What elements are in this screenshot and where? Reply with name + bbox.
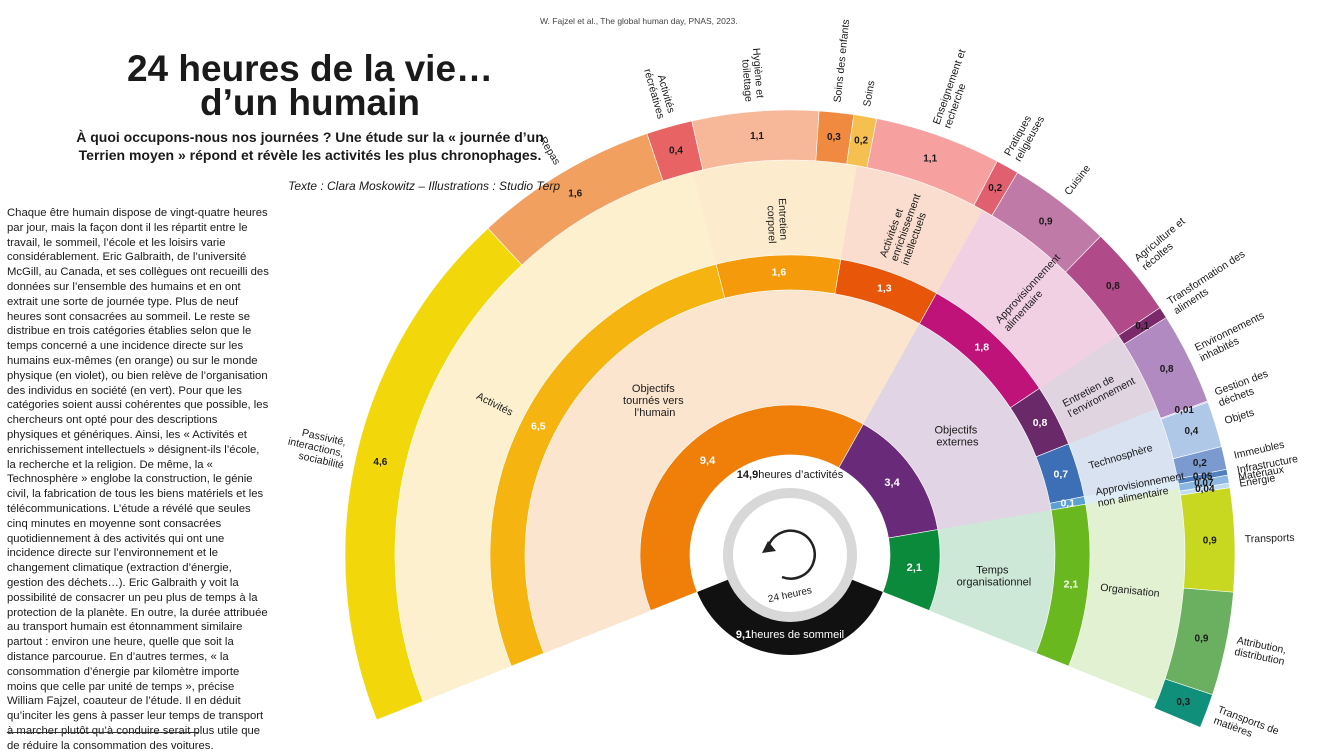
sleep-value: 9,1 xyxy=(736,629,751,641)
awake-label: 14,9heures d’activités xyxy=(737,469,844,481)
category-label: Attribution, distribution xyxy=(1233,634,1290,668)
segment xyxy=(639,404,864,611)
category-label: Transports xyxy=(1245,532,1295,546)
category-label: Soins xyxy=(861,80,877,108)
value-label: 0,3 xyxy=(827,132,841,143)
subtitle-line: À quoi occupons-nous nos journées ? Une … xyxy=(76,129,544,145)
category-label: Cuisine xyxy=(1062,162,1093,197)
rings xyxy=(344,109,1236,728)
category-label: Transports de matières xyxy=(1212,703,1283,749)
clock-arrow xyxy=(766,529,816,580)
title-line: 24 heures de la vie… xyxy=(126,48,494,89)
category-label: Gestion des déchets xyxy=(1213,366,1276,408)
value-label: 0,1 xyxy=(1135,321,1149,332)
value-label: 1,6 xyxy=(568,189,582,200)
category-label: Hygiène et toilettage xyxy=(739,48,767,103)
segment xyxy=(1035,503,1091,667)
value-label: 0,2 xyxy=(1193,458,1207,469)
segment-fade xyxy=(525,289,920,654)
subtitle-line: Terrien moyen » répond et révèle les act… xyxy=(78,147,542,163)
value-label: 0,04 xyxy=(1195,484,1215,495)
source: W. Fajzel et al., The global human day, … xyxy=(540,16,738,26)
value-label: 1,1 xyxy=(750,131,764,142)
value-label: 1,6 xyxy=(772,266,787,278)
category-label: Soins des enfants xyxy=(831,19,852,103)
sleep-text: heures de sommeil xyxy=(751,629,844,641)
awake-text: heures d’activités xyxy=(758,469,843,481)
category-label: Passivité, interactions, sociabilité xyxy=(284,424,350,471)
value-label: 0,4 xyxy=(1184,426,1198,437)
value-label: 0,3 xyxy=(1176,697,1190,708)
article: Chaque être humain dispose de vingt-quat… xyxy=(7,207,269,752)
labels: 9,4 Objectifs tournés vers l’humain 3,4 Obj… xyxy=(284,19,1299,749)
category-label: Activités récréatives xyxy=(641,64,678,120)
segment-fade xyxy=(1068,408,1178,497)
subcategory-label: Entretien corporel xyxy=(764,198,789,244)
value-label: 2,1 xyxy=(907,562,922,574)
segment-fade xyxy=(929,510,1055,654)
value-label: 9,4 xyxy=(700,455,716,467)
segment-fade xyxy=(1084,477,1180,505)
category-label: Objets xyxy=(1223,406,1256,426)
clock-face xyxy=(723,488,857,622)
value-label: 0,2 xyxy=(988,183,1002,194)
value-label: 1,3 xyxy=(877,282,892,294)
category-label: Transformation des aliments xyxy=(1165,246,1256,316)
category-label: Pratiques religieuses xyxy=(1002,108,1047,163)
value-label: 6,5 xyxy=(531,421,546,433)
group-label: Objectifs tournés vers l’humain xyxy=(623,383,687,419)
segment xyxy=(882,529,941,611)
value-label: 0,8 xyxy=(1106,281,1120,292)
segment xyxy=(1153,678,1213,728)
segment-fade xyxy=(863,323,1052,530)
rule xyxy=(7,732,199,733)
segment-fade xyxy=(1039,335,1157,444)
value-label: 0,1 xyxy=(1060,497,1075,509)
segment-fade xyxy=(394,172,717,702)
category-label: Agriculture et récoltes xyxy=(1132,213,1197,273)
credit: Texte : Clara Moskowitz – Illustrations … xyxy=(288,179,560,193)
category-label: Environnements inhabités xyxy=(1193,308,1274,364)
group-label: Objectifs externes xyxy=(934,425,980,449)
group-label: Temps organisationnel xyxy=(957,564,1032,588)
category-label: Énergie xyxy=(1238,471,1276,490)
subtitle: À quoi occupons-nous nos journées ? Une … xyxy=(60,128,560,164)
sleep-label: 9,1heures de sommeil xyxy=(736,629,844,641)
clock-arrow-head xyxy=(762,541,776,553)
value-label: 0,05 xyxy=(1193,471,1213,482)
title-line: d’un humain xyxy=(200,82,420,123)
value-label: 1,8 xyxy=(974,341,989,353)
value-label: 2,1 xyxy=(1064,578,1079,590)
value-label: 0,9 xyxy=(1203,535,1217,546)
value-label: 0,9 xyxy=(1039,216,1053,227)
value-label: 1,1 xyxy=(923,154,937,165)
title: 24 heures de la vie… d’un humain xyxy=(80,48,540,123)
segment-fade xyxy=(1068,488,1185,702)
value-label: 0,01 xyxy=(1174,405,1194,416)
value-label: 0,8 xyxy=(1033,417,1048,429)
value-label: 4,6 xyxy=(373,457,387,468)
value-label: 0,4 xyxy=(669,145,683,156)
category-label: Enseignement et recherche xyxy=(931,45,980,130)
value-label: 0,8 xyxy=(1160,364,1174,375)
awake-value: 14,9 xyxy=(737,469,758,481)
segment-fade xyxy=(692,160,857,265)
value-label: 0,9 xyxy=(1195,634,1209,645)
segment-fade xyxy=(840,165,984,294)
segment-fade xyxy=(936,210,1119,389)
value-label: 0,07 xyxy=(1194,478,1214,489)
value-label: 0,2 xyxy=(854,136,868,147)
value-label: 3,4 xyxy=(884,477,900,489)
value-label: 0,7 xyxy=(1054,469,1069,481)
